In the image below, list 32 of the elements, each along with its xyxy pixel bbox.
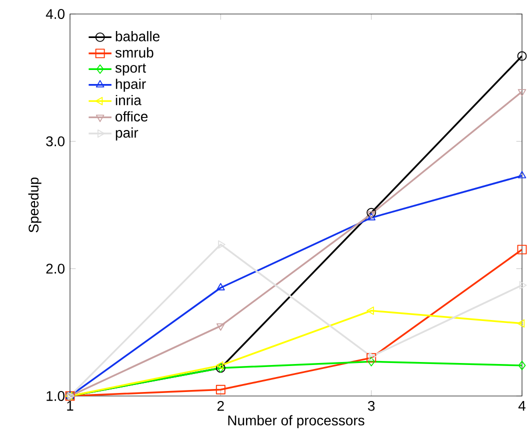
point <box>518 89 526 96</box>
point <box>518 360 526 370</box>
legend-label: baballe <box>116 31 160 42</box>
x-axis-title: Number of processors <box>228 415 364 428</box>
x-tick-label: 4 <box>518 400 526 411</box>
point <box>216 361 224 370</box>
legend-label: pair <box>116 127 138 140</box>
y-axis-title: Speedup <box>28 178 42 232</box>
point <box>517 244 527 254</box>
point <box>216 384 226 394</box>
y-tick-label: 1.0 <box>46 391 65 401</box>
legend-label: hpair <box>116 78 146 92</box>
x-tick-label: 3 <box>368 400 375 411</box>
point <box>216 323 225 331</box>
legend-label: smrub <box>115 47 154 58</box>
point <box>216 283 225 290</box>
point <box>366 306 374 315</box>
point <box>368 356 376 366</box>
y-tick-label: 4.0 <box>46 9 65 19</box>
y-tick-label: 2.0 <box>46 264 65 274</box>
y-tick-label: 3.0 <box>46 136 65 146</box>
point <box>366 208 376 218</box>
point <box>519 281 527 290</box>
x-tick-label: 1 <box>67 400 74 411</box>
point <box>517 51 527 61</box>
legend-label: inria <box>116 94 142 106</box>
point <box>517 319 525 328</box>
x-tick-label: 2 <box>217 400 224 411</box>
point <box>218 240 226 249</box>
legend-label: sport <box>115 64 146 76</box>
legend-label: office <box>116 111 148 122</box>
point <box>518 170 526 178</box>
